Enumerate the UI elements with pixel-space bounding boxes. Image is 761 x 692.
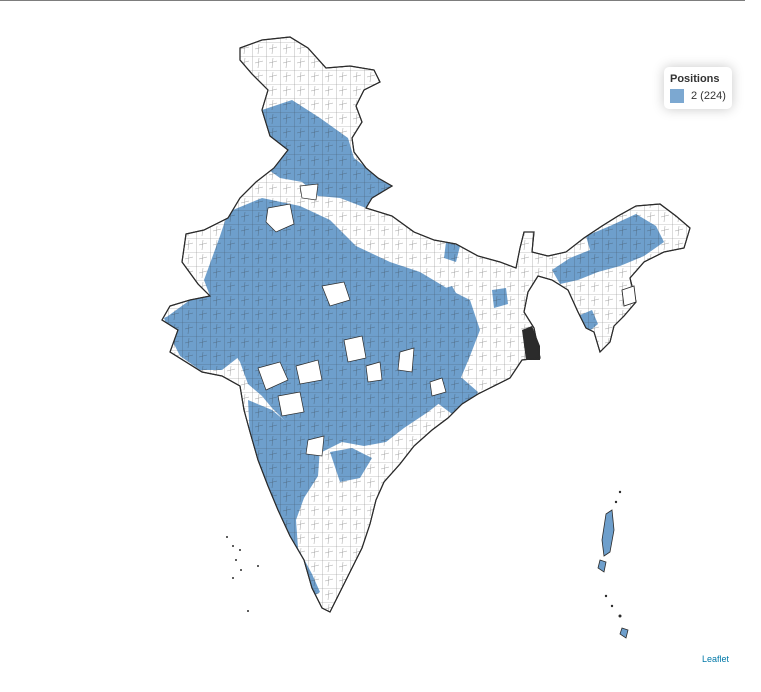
india-map bbox=[161, 36, 691, 613]
lakshadweep-islands bbox=[226, 536, 259, 612]
legend-title: Positions bbox=[670, 73, 720, 85]
legend-item: 2 (224) bbox=[670, 89, 726, 103]
legend-item-label: 2 (224) bbox=[691, 90, 726, 102]
legend: Positions 2 (224) bbox=[664, 67, 732, 109]
unselected-districts bbox=[257, 183, 447, 457]
legend-swatch bbox=[670, 89, 684, 103]
dense-region-kolkata bbox=[522, 326, 540, 360]
district-boundaries bbox=[162, 37, 690, 612]
andaman-nicobar-islands bbox=[597, 490, 629, 639]
top-border bbox=[0, 0, 745, 1]
leaflet-attribution-link[interactable]: Leaflet bbox=[702, 654, 730, 664]
